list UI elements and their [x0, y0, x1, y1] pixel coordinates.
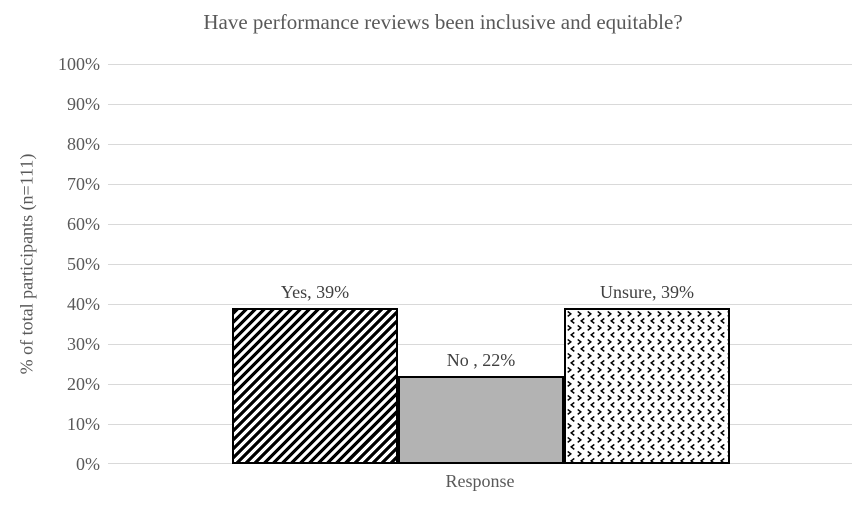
gridline: [108, 344, 852, 345]
gridline: [108, 224, 852, 225]
bar-unsure: [564, 308, 730, 464]
x-axis-title: Response: [445, 471, 515, 491]
gridline: [108, 144, 852, 145]
chart-title: Have performance reviews been inclusive …: [203, 10, 683, 34]
data-label-no: No , 22%: [446, 350, 516, 370]
gridline: [108, 64, 852, 65]
y-tick-label: 70%: [67, 174, 100, 194]
bar-yes: [232, 308, 398, 464]
y-tick-label: 50%: [67, 254, 100, 274]
bar-slot-yes: Yes, 39%: [232, 64, 398, 464]
y-tick-label: 90%: [67, 94, 100, 114]
bars-group: Yes, 39% No , 22% Unsure, 39%: [232, 64, 730, 464]
gridline: [108, 304, 852, 305]
data-label-yes: Yes, 39%: [280, 282, 350, 302]
y-tick-label: 10%: [67, 414, 100, 434]
data-label-unsure: Unsure, 39%: [600, 282, 694, 302]
y-tick-label: 80%: [67, 134, 100, 154]
plot-area: Yes, 39% No , 22% Unsure, 39%: [108, 64, 852, 464]
y-tick-label: 20%: [67, 374, 100, 394]
y-tick-label: 40%: [67, 294, 100, 314]
gridline: [108, 264, 852, 265]
y-tick-label: 60%: [67, 214, 100, 234]
gridline: [108, 104, 852, 105]
bar-no: [398, 376, 564, 464]
y-tick-label: 100%: [58, 54, 100, 74]
divot-pattern-icon: [566, 310, 728, 462]
bar-slot-no: No , 22%: [398, 64, 564, 464]
y-tick-label: 0%: [76, 454, 100, 474]
bar-slot-unsure: Unsure, 39%: [564, 64, 730, 464]
gridline: [108, 184, 852, 185]
y-tick-label: 30%: [67, 334, 100, 354]
